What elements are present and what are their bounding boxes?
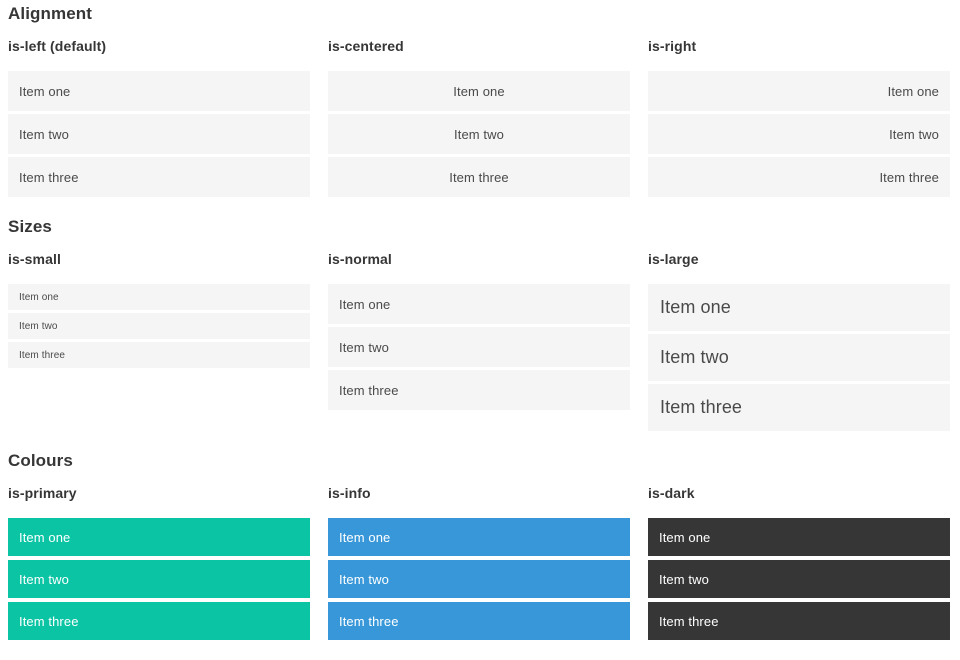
section-sizes: Sizes is-small Item one Item two Item th… xyxy=(8,217,950,431)
list-item: Item two xyxy=(648,560,950,598)
list-item: Item two xyxy=(328,327,630,367)
group-is-small: is-small Item one Item two Item three xyxy=(8,251,310,368)
list-item: Item one xyxy=(8,284,310,310)
list-is-centered: Item one Item two Item three xyxy=(328,71,630,197)
list-item: Item three xyxy=(648,602,950,640)
list-item: Item three xyxy=(8,602,310,640)
list-is-info: Item one Item two Item three xyxy=(328,518,630,640)
list-item: Item one xyxy=(328,71,630,111)
list-item: Item three xyxy=(8,342,310,368)
alignment-row: is-left (default) Item one Item two Item… xyxy=(8,38,950,197)
group-is-primary: is-primary Item one Item two Item three xyxy=(8,485,310,640)
group-label-is-dark: is-dark xyxy=(648,485,695,501)
section-colours: Colours is-primary Item one Item two Ite… xyxy=(8,451,950,640)
list-is-normal: Item one Item two Item three xyxy=(328,284,630,410)
group-is-left: is-left (default) Item one Item two Item… xyxy=(8,38,310,197)
section-title-colours: Colours xyxy=(8,451,73,470)
list-item: Item three xyxy=(328,370,630,410)
section-alignment: Alignment is-left (default) Item one Ite… xyxy=(8,4,950,197)
list-is-large: Item one Item two Item three xyxy=(648,284,950,431)
list-item: Item three xyxy=(648,157,950,197)
list-is-primary: Item one Item two Item three xyxy=(8,518,310,640)
list-item: Item three xyxy=(8,157,310,197)
list-is-right: Item one Item two Item three xyxy=(648,71,950,197)
group-is-right: is-right Item one Item two Item three xyxy=(648,38,950,197)
list-item: Item two xyxy=(648,114,950,154)
section-title-alignment: Alignment xyxy=(8,4,93,23)
group-label-is-info: is-info xyxy=(328,485,371,501)
group-is-info: is-info Item one Item two Item three xyxy=(328,485,630,640)
list-is-dark: Item one Item two Item three xyxy=(648,518,950,640)
list-item: Item two xyxy=(328,560,630,598)
group-label-is-small: is-small xyxy=(8,251,61,267)
group-is-large: is-large Item one Item two Item three xyxy=(648,251,950,431)
colours-row: is-primary Item one Item two Item three … xyxy=(8,485,950,640)
list-item: Item one xyxy=(328,518,630,556)
list-is-small: Item one Item two Item three xyxy=(8,284,310,368)
list-item: Item one xyxy=(648,71,950,111)
list-item: Item one xyxy=(648,518,950,556)
section-title-sizes: Sizes xyxy=(8,217,52,236)
list-item: Item three xyxy=(328,157,630,197)
group-label-is-primary: is-primary xyxy=(8,485,77,501)
list-item: Item two xyxy=(8,114,310,154)
group-label-is-normal: is-normal xyxy=(328,251,392,267)
group-label-is-large: is-large xyxy=(648,251,699,267)
list-item: Item two xyxy=(648,334,950,381)
list-item: Item one xyxy=(8,518,310,556)
list-item: Item one xyxy=(8,71,310,111)
list-item: Item three xyxy=(648,384,950,431)
group-is-dark: is-dark Item one Item two Item three xyxy=(648,485,950,640)
list-is-left: Item one Item two Item three xyxy=(8,71,310,197)
list-item: Item one xyxy=(328,284,630,324)
list-item: Item three xyxy=(328,602,630,640)
sizes-row: is-small Item one Item two Item three is… xyxy=(8,251,950,431)
group-label-is-left: is-left (default) xyxy=(8,38,107,54)
list-item: Item two xyxy=(8,560,310,598)
group-is-centered: is-centered Item one Item two Item three xyxy=(328,38,630,197)
group-is-normal: is-normal Item one Item two Item three xyxy=(328,251,630,410)
list-item: Item one xyxy=(648,284,950,331)
group-label-is-right: is-right xyxy=(648,38,697,54)
list-item: Item two xyxy=(8,313,310,339)
list-item: Item two xyxy=(328,114,630,154)
group-label-is-centered: is-centered xyxy=(328,38,404,54)
